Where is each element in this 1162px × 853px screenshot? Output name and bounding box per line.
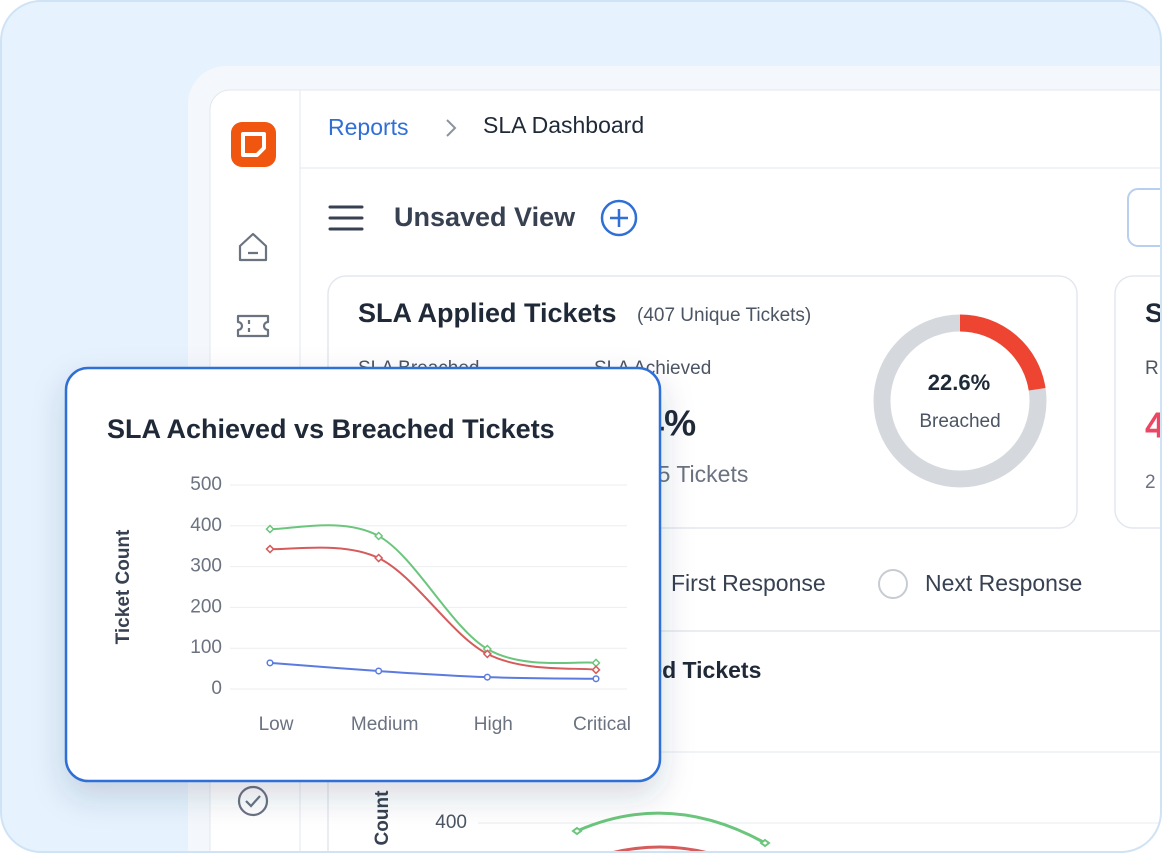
donut-value-label: 22.6%: [928, 370, 990, 395]
home-icon[interactable]: [238, 232, 268, 262]
series-line: [269, 546, 597, 671]
second-card-title: S: [1145, 298, 1162, 328]
y-tick-label: 0: [211, 678, 222, 699]
bg-curve: [576, 811, 766, 845]
plot: 0 100 200 300 400 500 Low Medium High Critical: [190, 474, 631, 735]
y-tick-label: 200: [190, 596, 222, 617]
point: [375, 667, 383, 675]
radio[interactable]: [878, 569, 908, 599]
donut: [873, 314, 1047, 488]
second-card-count: 2: [1145, 472, 1156, 493]
point: [265, 544, 275, 554]
series-line: [269, 524, 597, 665]
bg-y-tick: 400: [435, 812, 467, 833]
point: [265, 524, 275, 534]
add-view-button[interactable]: [600, 199, 638, 237]
breadcrumb-current: SLA Dashboard: [483, 112, 644, 138]
bg-y-label: Count: [372, 790, 393, 846]
second-card-value: 4: [1145, 405, 1162, 446]
view-title: Unsaved View: [394, 202, 576, 232]
x-tick-label: Medium: [351, 714, 419, 735]
y-tick-label: 100: [190, 637, 222, 658]
chart-title: SLA Achieved vs Breached Tickets: [107, 414, 555, 444]
point: [374, 531, 384, 541]
point: [266, 659, 274, 667]
radio-label[interactable]: Next Response: [925, 570, 1082, 596]
breadcrumb-separator: [446, 119, 457, 137]
second-card-label: R: [1145, 358, 1159, 379]
x-tick-label: High: [474, 714, 513, 735]
point: [483, 673, 491, 681]
point: [374, 553, 384, 563]
y-tick-label: 400: [190, 515, 222, 536]
bg-marker: [571, 826, 771, 848]
y-tick-label: 300: [190, 556, 222, 577]
x-tick-label: Low: [259, 714, 294, 735]
bg-curve: [599, 845, 721, 852]
tasks-icon-check: [245, 795, 261, 808]
donut-label: Breached: [919, 411, 1000, 432]
donut-segment: [959, 314, 1046, 391]
point: [591, 665, 601, 675]
toolbar-button[interactable]: [1127, 188, 1162, 247]
y-tick-label: 500: [190, 474, 222, 495]
tickets-icon[interactable]: [236, 314, 270, 338]
tasks-icon[interactable]: [237, 785, 269, 817]
radio-label[interactable]: First Response: [671, 570, 826, 596]
y-axis-label: Ticket Count: [113, 529, 134, 644]
second-card: [1114, 275, 1161, 529]
x-tick-label: Critical: [573, 714, 631, 735]
menu-icon[interactable]: [328, 205, 364, 231]
card-subtitle: (407 Unique Tickets): [637, 305, 811, 326]
point: [482, 649, 492, 659]
card-title: SLA Applied Tickets: [358, 298, 617, 328]
breadcrumb-parent[interactable]: Reports: [328, 114, 409, 140]
point: [592, 675, 600, 683]
logo-glyph: [241, 132, 266, 157]
logo[interactable]: [231, 122, 276, 167]
add-view-plus: [610, 209, 628, 227]
series-line: [269, 661, 597, 680]
